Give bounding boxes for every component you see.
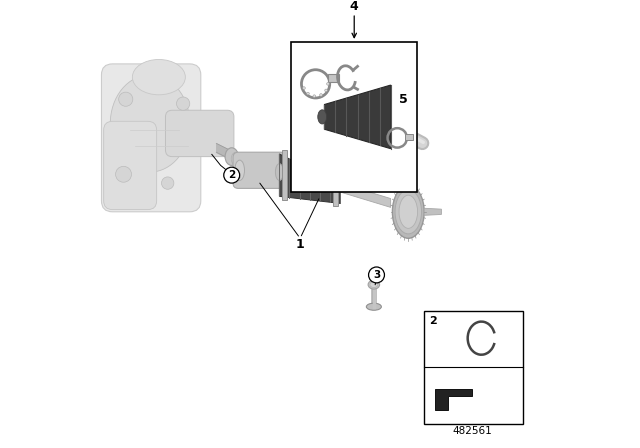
Ellipse shape: [110, 75, 189, 172]
Circle shape: [303, 87, 305, 90]
Bar: [333, 181, 338, 206]
Bar: [424, 311, 523, 424]
FancyBboxPatch shape: [102, 64, 201, 212]
Circle shape: [224, 167, 239, 183]
FancyBboxPatch shape: [104, 121, 157, 210]
Bar: [328, 74, 339, 82]
Polygon shape: [340, 183, 390, 207]
Text: 3: 3: [373, 270, 380, 280]
Text: 1: 1: [296, 237, 305, 250]
FancyBboxPatch shape: [233, 152, 285, 189]
Circle shape: [313, 95, 316, 98]
Circle shape: [326, 82, 329, 85]
Ellipse shape: [318, 110, 326, 124]
Polygon shape: [424, 208, 442, 215]
Text: 2: 2: [429, 315, 437, 326]
Bar: [282, 151, 287, 200]
Ellipse shape: [399, 195, 417, 228]
FancyBboxPatch shape: [166, 110, 234, 157]
Polygon shape: [435, 389, 472, 410]
Ellipse shape: [225, 148, 238, 165]
Polygon shape: [324, 85, 390, 149]
Ellipse shape: [395, 190, 422, 234]
Circle shape: [324, 89, 328, 92]
Text: 482561: 482561: [452, 426, 492, 436]
Bar: [405, 134, 413, 140]
Ellipse shape: [275, 164, 284, 181]
Circle shape: [369, 267, 385, 283]
Text: 4: 4: [350, 0, 358, 13]
Ellipse shape: [132, 60, 186, 95]
Circle shape: [116, 166, 131, 182]
Circle shape: [319, 94, 323, 96]
Text: 2: 2: [228, 170, 236, 180]
Ellipse shape: [392, 185, 424, 238]
Circle shape: [118, 92, 133, 106]
Circle shape: [307, 92, 309, 95]
Circle shape: [161, 177, 174, 190]
Bar: [291, 42, 417, 192]
Ellipse shape: [368, 280, 380, 289]
Polygon shape: [280, 154, 340, 203]
Ellipse shape: [235, 160, 244, 181]
Ellipse shape: [370, 282, 378, 288]
Circle shape: [177, 97, 189, 110]
Text: 5: 5: [399, 93, 408, 106]
Ellipse shape: [366, 303, 381, 310]
Ellipse shape: [231, 152, 241, 165]
